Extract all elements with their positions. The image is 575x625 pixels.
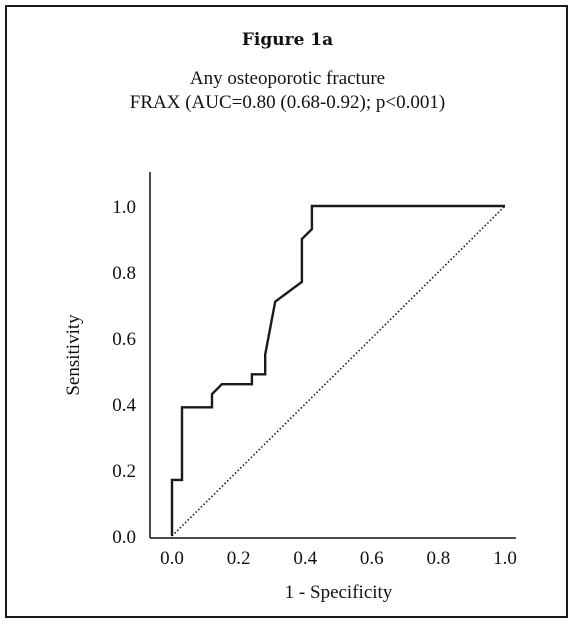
figure-label: Figure 1a: [241, 30, 334, 50]
x-tick-label: 1.0: [493, 548, 517, 569]
x-axis-label: 1 - Specificity: [285, 582, 393, 603]
y-axis-label: Sensitivity: [63, 314, 84, 396]
y-tick-label: 0.0: [112, 527, 136, 548]
x-tick-label: 0.4: [293, 548, 317, 569]
reference-diagonal-line: [171, 205, 506, 537]
x-tick-label: 0.6: [360, 548, 384, 569]
y-tick-labels: 0.0 0.2 0.4 0.6 0.8 1.0: [112, 197, 136, 548]
figure-frame: [5, 5, 568, 618]
y-tick-label: 1.0: [112, 197, 136, 218]
x-tick-label: 0.8: [427, 548, 451, 569]
y-tick-label: 0.2: [112, 461, 136, 482]
roc-curve-line: [170, 204, 505, 536]
x-tick-labels: 0.0 0.2 0.4 0.6 0.8 1.0: [160, 548, 517, 569]
y-tick-label: 0.8: [112, 263, 136, 284]
y-tick-label: 0.4: [112, 395, 136, 416]
y-tick-label: 0.6: [112, 329, 136, 350]
x-tick-label: 0.0: [160, 548, 184, 569]
series-layer: [170, 204, 506, 537]
x-tick-label: 0.2: [227, 548, 251, 569]
figure-subtitle-line2: FRAX (AUC=0.80 (0.68-0.92); p<0.001): [129, 92, 446, 113]
figure-subtitle-line1: Any osteoporotic fracture: [189, 68, 386, 89]
